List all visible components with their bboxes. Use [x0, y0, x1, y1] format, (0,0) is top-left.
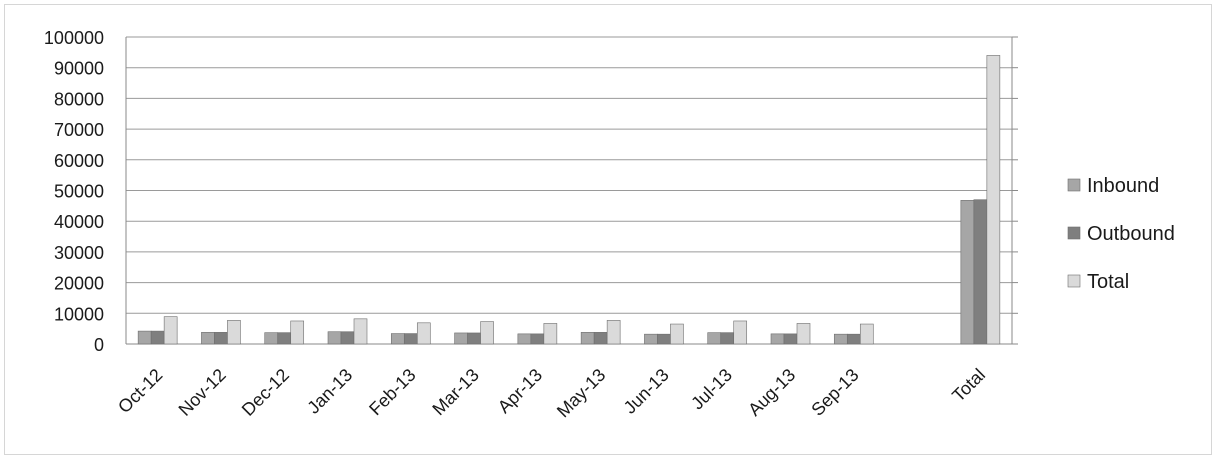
bar-total-may-13	[606, 320, 621, 345]
bar-inbound-mar-13	[454, 332, 468, 345]
y-tick-label: 40000	[54, 212, 104, 232]
legend-label-total: Total	[1087, 271, 1129, 293]
bar-outbound-feb-13	[403, 333, 418, 345]
y-tick-label: 20000	[54, 274, 104, 294]
bar-outbound-jun-13	[657, 333, 671, 345]
x-tick-label: Sep-13	[807, 365, 862, 420]
bar-outbound-mar-13	[467, 332, 481, 345]
y-tick-label: 0	[94, 335, 104, 355]
chart-frame	[4, 4, 1212, 455]
x-tick-label: Apr-13	[494, 365, 546, 417]
legend-label-outbound: Outbound	[1087, 223, 1175, 245]
bar-inbound-oct-12	[137, 330, 152, 345]
bar-total-oct-12	[163, 316, 178, 345]
bar-total-mar-13	[480, 321, 494, 345]
bar-inbound-apr-13	[517, 333, 532, 345]
bar-inbound-feb-13	[390, 333, 405, 345]
x-tick-label: Mar-13	[428, 365, 482, 419]
y-tick-label: 60000	[54, 151, 104, 171]
legend-swatch-outbound	[1067, 226, 1081, 240]
y-tick-label: 30000	[54, 243, 104, 263]
x-tick-label: Aug-13	[744, 365, 799, 420]
x-tick-label: Total	[948, 365, 989, 406]
y-tick-label: 10000	[54, 304, 104, 324]
bar-outbound-jan-13	[340, 331, 355, 345]
x-tick-label: Oct-12	[114, 365, 166, 417]
bar-inbound-dec-12	[264, 332, 279, 345]
axis-layer: 0 10000 20000 30000 40000 50000 60000 70000 8000…	[44, 28, 1013, 422]
y-tick-label: 100000	[44, 28, 104, 48]
bar-inbound-may-13	[580, 332, 595, 345]
bar-total-dec-12	[290, 320, 305, 345]
bar-total-total	[986, 55, 1001, 345]
y-tick-label: 50000	[54, 182, 104, 202]
bar-outbound-oct-12	[150, 330, 165, 345]
legend: Inbound Outbound Total	[1067, 175, 1175, 293]
bar-inbound-aug-13	[770, 333, 785, 345]
bar-total-sep-13	[859, 323, 874, 345]
bar-inbound-total	[960, 200, 975, 345]
bar-total-nov-12	[227, 320, 241, 345]
y-tick-label: 70000	[54, 120, 104, 140]
x-tick-label: Nov-12	[175, 365, 230, 420]
x-tick-label: Dec-12	[238, 365, 293, 420]
x-tick-label: Jan-13	[303, 365, 356, 418]
x-tick-label: Jul-13	[687, 365, 736, 414]
legend-swatch-inbound	[1067, 178, 1081, 192]
x-tick-label: May-13	[553, 365, 610, 422]
bar-inbound-jan-13	[327, 331, 342, 345]
y-tick-label: 90000	[54, 59, 104, 79]
bar-total-aug-13	[796, 323, 811, 345]
bar-inbound-jun-13	[644, 333, 658, 345]
bar-outbound-apr-13	[530, 333, 545, 345]
bar-outbound-dec-12	[277, 332, 292, 345]
bar-inbound-sep-13	[833, 333, 848, 345]
grid-layer	[126, 36, 1018, 345]
bar-total-feb-13	[416, 322, 431, 345]
bars-layer	[137, 55, 1001, 345]
bar-inbound-nov-12	[201, 332, 215, 345]
legend-label-inbound: Inbound	[1087, 175, 1159, 197]
bar-inbound-jul-13	[707, 332, 722, 345]
bar-total-jul-13	[733, 320, 748, 345]
x-tick-label: Jun-13	[620, 365, 673, 418]
bar-outbound-nov-12	[214, 332, 228, 345]
legend-swatch-total	[1067, 274, 1081, 288]
y-tick-label: 80000	[54, 89, 104, 109]
bar-outbound-jul-13	[720, 332, 735, 345]
bar-outbound-aug-13	[783, 333, 798, 345]
bar-outbound-total	[973, 199, 988, 345]
bar-outbound-may-13	[593, 332, 608, 345]
bar-outbound-sep-13	[846, 333, 861, 345]
x-tick-label: Feb-13	[365, 365, 419, 419]
bar-total-apr-13	[543, 323, 558, 345]
bar-total-jan-13	[353, 318, 368, 345]
bar-total-jun-13	[670, 323, 684, 345]
